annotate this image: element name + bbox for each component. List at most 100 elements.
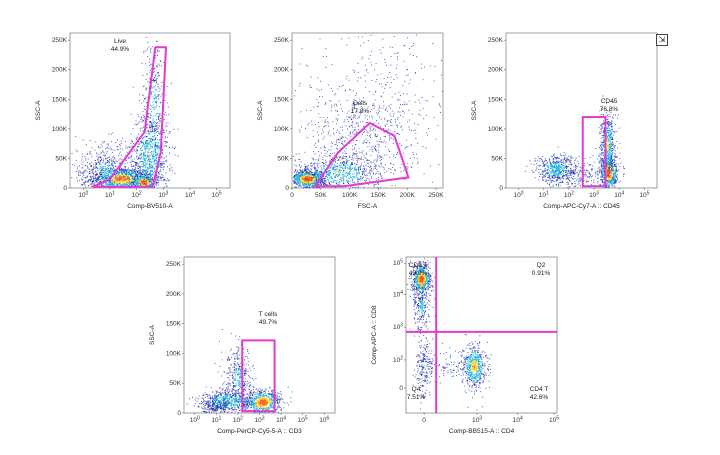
event-dot: [105, 163, 107, 164]
event-dot: [303, 180, 305, 182]
event-dot: [333, 180, 335, 181]
event-dot: [82, 179, 84, 181]
event-dot: [138, 146, 140, 147]
event-dot: [157, 147, 159, 149]
event-dot: [151, 130, 153, 132]
event-dot: [322, 172, 324, 174]
event-dot: [135, 156, 137, 158]
event-dot: [107, 162, 109, 163]
event-dot: [146, 88, 148, 90]
event-dot: [145, 174, 147, 176]
event-dot: [333, 174, 335, 176]
event-dot: [124, 169, 126, 171]
event-dot: [158, 179, 159, 181]
event-dot: [337, 169, 339, 171]
event-dot: [132, 176, 134, 178]
event-dot: [137, 176, 139, 178]
event-dot: [377, 177, 379, 179]
event-dot: [354, 102, 355, 104]
event-dot: [145, 50, 147, 52]
event-dot: [304, 165, 306, 167]
event-dot: [418, 113, 420, 115]
event-dot: [354, 126, 356, 128]
event-dot: [338, 131, 340, 133]
event-dot: [428, 128, 429, 129]
event-dot: [367, 177, 369, 179]
event-dot: [137, 181, 139, 183]
event-dot: [293, 175, 295, 177]
event-dot: [328, 132, 330, 134]
event-dot: [374, 134, 376, 136]
event-dot: [381, 166, 383, 168]
event-dot: [413, 45, 415, 46]
event-dot: [327, 173, 329, 175]
event-dot: [124, 166, 126, 168]
event-dot: [140, 152, 142, 154]
event-dot: [387, 130, 389, 132]
event-dot: [306, 171, 308, 173]
event-dot: [104, 166, 106, 168]
event-dot: [107, 177, 109, 179]
event-dot: [326, 151, 328, 153]
event-dot: [346, 44, 348, 46]
event-dot: [142, 170, 144, 172]
event-dot: [148, 173, 150, 175]
event-dot: [336, 118, 338, 120]
event-dot: [118, 181, 120, 183]
event-dot: [120, 179, 122, 181]
event-dot: [148, 151, 150, 153]
event-dot: [121, 169, 123, 171]
event-dot: [308, 178, 309, 180]
event-dot: [533, 164, 535, 165]
event-dot: [317, 77, 319, 79]
event-dot: [98, 179, 99, 181]
event-dot: [130, 113, 132, 115]
event-dot: [155, 154, 157, 156]
event-dot: [104, 148, 106, 150]
event-dot: [156, 146, 158, 148]
event-dot: [330, 181, 332, 183]
event-dot: [554, 167, 556, 169]
event-dot: [131, 170, 133, 172]
gate-percent: 17.8%: [351, 108, 370, 115]
event-dot: [306, 183, 308, 185]
event-dot: [145, 179, 147, 181]
event-dot: [331, 159, 332, 161]
event-dot: [395, 74, 397, 76]
event-dot: [308, 165, 309, 167]
event-dot: [369, 116, 370, 118]
event-dot: [141, 172, 143, 174]
event-dot: [299, 173, 301, 175]
event-dot: [362, 165, 364, 167]
event-dot: [158, 149, 160, 151]
event-dot: [299, 176, 301, 178]
event-dot: [345, 148, 347, 150]
event-dot: [343, 162, 345, 164]
event-dot: [153, 158, 155, 160]
event-dot: [135, 167, 137, 169]
event-dot: [125, 183, 127, 185]
event-dot: [313, 163, 315, 165]
event-dot: [111, 162, 113, 164]
event-dot: [94, 176, 96, 178]
event-dot: [132, 170, 134, 172]
event-dot: [423, 118, 425, 120]
event-dot: [309, 183, 311, 185]
event-dot: [99, 172, 101, 174]
event-dot: [340, 180, 342, 182]
event-dot: [343, 179, 345, 181]
event-dot: [151, 175, 153, 177]
event-dot: [140, 169, 142, 171]
event-dot: [390, 103, 392, 105]
event-dot: [298, 185, 300, 187]
event-dot: [562, 160, 564, 162]
event-dot: [153, 108, 155, 110]
event-dot: [334, 176, 336, 178]
event-dot: [125, 180, 127, 182]
event-dot: [353, 115, 355, 117]
event-dot: [312, 178, 314, 180]
event-dot: [167, 180, 169, 182]
event-dot: [152, 154, 153, 156]
event-dot: [386, 123, 388, 125]
event-dot: [323, 182, 325, 184]
